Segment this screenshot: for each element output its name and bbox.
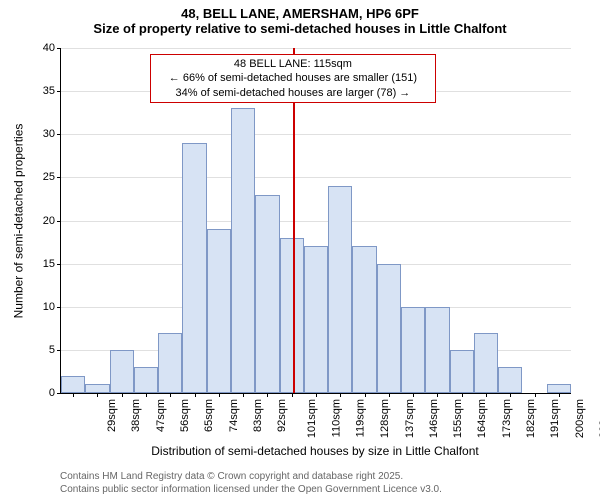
- x-tick-mark: [559, 393, 560, 397]
- x-tick-label: 146sqm: [428, 399, 440, 438]
- histogram-bar: [425, 307, 449, 393]
- histogram-bar: [231, 108, 255, 393]
- y-tick-label: 5: [49, 344, 61, 356]
- histogram-bar: [498, 367, 522, 393]
- y-tick-label: 20: [43, 215, 61, 227]
- histogram-bar: [110, 350, 134, 393]
- histogram-bar: [450, 350, 474, 393]
- reference-info-line: 34% of semi-detached houses are larger (…: [157, 86, 429, 100]
- histogram-bar: [134, 367, 158, 393]
- x-tick-mark: [292, 393, 293, 397]
- histogram-bar: [352, 246, 376, 393]
- histogram-bar: [61, 376, 85, 393]
- reference-info-line: ← 66% of semi-detached houses are smalle…: [157, 71, 429, 85]
- reference-info-line: 48 BELL LANE: 115sqm: [157, 57, 429, 71]
- y-tick-label: 25: [43, 171, 61, 183]
- x-tick-mark: [243, 393, 244, 397]
- histogram-bar: [547, 384, 571, 393]
- x-tick-mark: [340, 393, 341, 397]
- histogram-bar: [280, 238, 304, 393]
- histogram-bar: [377, 264, 401, 393]
- y-tick-label: 10: [43, 301, 61, 313]
- gridline: [61, 221, 571, 222]
- histogram-bar: [255, 195, 279, 393]
- histogram-bar: [328, 186, 352, 393]
- histogram-bar: [182, 143, 206, 393]
- x-tick-mark: [535, 393, 536, 397]
- x-tick-mark: [195, 393, 196, 397]
- x-tick-label: 29sqm: [106, 399, 118, 432]
- x-tick-mark: [510, 393, 511, 397]
- x-tick-mark: [316, 393, 317, 397]
- y-axis-label: Number of semi-detached properties: [10, 48, 26, 393]
- x-tick-label: 128sqm: [379, 399, 391, 438]
- x-tick-mark: [170, 393, 171, 397]
- x-tick-label: 200sqm: [574, 399, 586, 438]
- x-axis-label: Distribution of semi-detached houses by …: [60, 444, 570, 458]
- y-tick-label: 0: [49, 387, 61, 399]
- x-tick-label: 83sqm: [252, 399, 264, 432]
- histogram-bar: [158, 333, 182, 393]
- x-tick-label: 182sqm: [525, 399, 537, 438]
- x-tick-label: 119sqm: [354, 399, 366, 437]
- histogram-bar: [474, 333, 498, 393]
- x-tick-label: 155sqm: [452, 399, 464, 438]
- x-tick-mark: [73, 393, 74, 397]
- x-tick-label: 164sqm: [477, 399, 489, 438]
- x-tick-mark: [365, 393, 366, 397]
- gridline: [61, 134, 571, 135]
- chart-container: 48, BELL LANE, AMERSHAM, HP6 6PF Size of…: [0, 0, 600, 500]
- x-tick-mark: [267, 393, 268, 397]
- x-tick-mark: [146, 393, 147, 397]
- histogram-bar: [401, 307, 425, 393]
- y-tick-label: 40: [43, 42, 61, 54]
- histogram-bar: [207, 229, 231, 393]
- gridline: [61, 177, 571, 178]
- footer-line-1: Contains HM Land Registry data © Crown c…: [60, 471, 442, 484]
- footer-line-2: Contains public sector information licen…: [60, 484, 442, 497]
- x-tick-label: 47sqm: [155, 399, 167, 432]
- x-tick-mark: [122, 393, 123, 397]
- x-tick-label: 110sqm: [330, 399, 342, 437]
- y-tick-label: 15: [43, 258, 61, 270]
- x-tick-label: 56sqm: [179, 399, 191, 432]
- histogram-bar: [85, 384, 109, 393]
- x-tick-label: 65sqm: [203, 399, 215, 432]
- x-tick-label: 101sqm: [307, 399, 319, 438]
- x-tick-mark: [462, 393, 463, 397]
- footer-note: Contains HM Land Registry data © Crown c…: [60, 471, 442, 496]
- x-tick-label: 92sqm: [276, 399, 288, 432]
- x-tick-mark: [97, 393, 98, 397]
- gridline: [61, 48, 571, 49]
- x-tick-mark: [413, 393, 414, 397]
- y-tick-label: 30: [43, 128, 61, 140]
- reference-info-box: 48 BELL LANE: 115sqm← 66% of semi-detach…: [150, 54, 436, 103]
- x-tick-mark: [389, 393, 390, 397]
- plot-area: 051015202530354029sqm38sqm47sqm56sqm65sq…: [60, 48, 571, 394]
- histogram-bar: [304, 246, 328, 393]
- x-tick-mark: [219, 393, 220, 397]
- chart-title-sub: Size of property relative to semi-detach…: [0, 21, 600, 38]
- x-tick-label: 173sqm: [501, 399, 513, 438]
- x-tick-label: 38sqm: [130, 399, 142, 432]
- y-tick-label: 35: [43, 85, 61, 97]
- x-tick-label: 191sqm: [549, 399, 561, 438]
- chart-title-main: 48, BELL LANE, AMERSHAM, HP6 6PF: [0, 0, 600, 21]
- x-tick-mark: [486, 393, 487, 397]
- x-tick-label: 74sqm: [228, 399, 240, 432]
- x-tick-mark: [437, 393, 438, 397]
- x-tick-label: 137sqm: [404, 399, 416, 438]
